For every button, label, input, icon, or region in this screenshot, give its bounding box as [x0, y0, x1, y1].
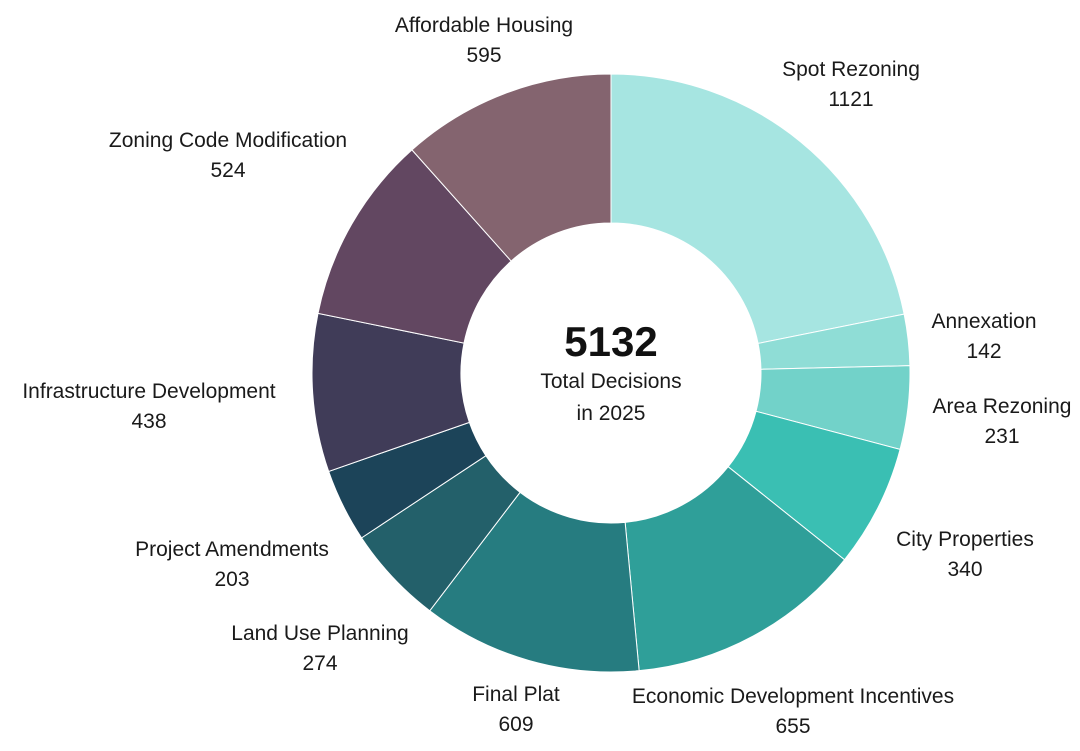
label-value-spot-rezoning: 1121	[828, 88, 873, 111]
label-value-final-plat: 609	[498, 713, 533, 736]
total-caption-line2: in 2025	[577, 402, 646, 425]
label-name-city-properties: City Properties	[896, 528, 1034, 551]
slice-economic-development-incentives	[624, 465, 846, 672]
label-value-land-use-planning: 274	[302, 652, 337, 675]
total-value: 5132	[564, 318, 657, 365]
label-name-zoning-code-modification: Zoning Code Modification	[109, 129, 347, 152]
slice-spot-rezoning	[610, 73, 905, 345]
label-value-annexation: 142	[966, 340, 1001, 363]
label-name-annexation: Annexation	[931, 310, 1036, 333]
label-value-city-properties: 340	[947, 558, 982, 581]
total-caption-line1: Total Decisions	[540, 370, 681, 393]
center-label: 5132 Total Decisions in 2025	[540, 318, 681, 425]
label-value-area-rezoning: 231	[984, 425, 1019, 448]
label-name-spot-rezoning: Spot Rezoning	[782, 58, 920, 81]
label-value-zoning-code-modification: 524	[210, 159, 245, 182]
label-name-area-rezoning: Area Rezoning	[933, 395, 1072, 418]
donut-slices	[311, 73, 911, 673]
label-name-final-plat: Final Plat	[472, 683, 560, 706]
slice-final-plat	[429, 491, 640, 673]
label-name-affordable-housing: Affordable Housing	[395, 14, 573, 37]
label-value-economic-development-incentives: 655	[775, 715, 810, 738]
slice-affordable-housing	[411, 73, 612, 262]
label-name-infrastructure-development: Infrastructure Development	[22, 380, 275, 403]
label-value-infrastructure-development: 438	[131, 410, 166, 433]
label-value-project-amendments: 203	[214, 568, 249, 591]
label-name-economic-development-incentives: Economic Development Incentives	[632, 685, 954, 708]
label-name-project-amendments: Project Amendments	[135, 538, 329, 561]
slice-labels: Spot Rezoning 1121 Annexation 142 Area Rezon…	[22, 14, 1071, 738]
label-value-affordable-housing: 595	[466, 44, 501, 67]
label-name-land-use-planning: Land Use Planning	[231, 622, 408, 645]
